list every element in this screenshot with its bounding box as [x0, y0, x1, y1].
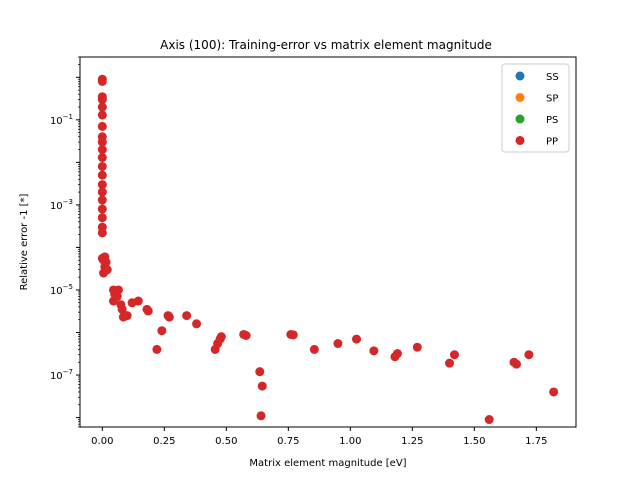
- data-point: [157, 326, 167, 336]
- data-point: [412, 342, 422, 352]
- data-point: [164, 312, 174, 322]
- y-axis-label: Relative error -1 [*]: [19, 193, 30, 290]
- data-point: [288, 330, 298, 340]
- data-point: [97, 102, 107, 112]
- data-point: [255, 367, 265, 377]
- data-point: [392, 349, 402, 359]
- data-point: [333, 339, 343, 349]
- data-point: [97, 95, 107, 105]
- x-tick-label: 1.25: [401, 436, 423, 447]
- data-point: [549, 387, 559, 397]
- x-axis-label: Matrix element magnitude [eV]: [249, 458, 406, 469]
- x-axis-ticks: 0.00 0.25 0.50 0.75 1.00 1.25 1.50 1.75: [91, 427, 547, 447]
- legend-label-pp: PP: [546, 137, 558, 148]
- data-points: [97, 74, 559, 425]
- y-tick-label: 10−1: [50, 113, 73, 127]
- data-point: [152, 344, 162, 354]
- x-tick-label: 1.50: [463, 436, 485, 447]
- x-tick-label: 0.50: [215, 436, 237, 447]
- data-point: [484, 415, 494, 425]
- y-tick-label: 10−5: [50, 283, 73, 297]
- data-point: [97, 228, 107, 238]
- legend-marker-ps: [515, 114, 525, 124]
- data-point: [143, 306, 153, 316]
- data-point: [449, 350, 459, 360]
- legend-label-ss: SS: [546, 72, 559, 83]
- data-point: [97, 145, 107, 155]
- legend-label-ps: PS: [546, 115, 558, 126]
- y-tick-label-base: 10: [50, 201, 63, 212]
- data-point: [133, 296, 143, 306]
- legend-marker-ss: [515, 71, 525, 81]
- y-tick-label-exponent: −3: [63, 198, 73, 206]
- data-point: [97, 195, 107, 205]
- y-tick-label: 10−7: [50, 368, 73, 382]
- data-point: [122, 311, 132, 321]
- data-point: [369, 346, 379, 356]
- data-point: [97, 137, 107, 147]
- data-point: [102, 265, 112, 275]
- y-axis-ticks: 10−710−510−310−1: [50, 56, 80, 428]
- data-point: [97, 213, 107, 223]
- data-point: [241, 331, 251, 340]
- data-point: [113, 285, 123, 295]
- y-tick-label-base: 10: [50, 371, 63, 382]
- y-tick-label-base: 10: [50, 286, 63, 297]
- data-point: [97, 110, 107, 120]
- data-point: [97, 76, 107, 86]
- y-tick-label-exponent: −5: [63, 283, 73, 291]
- y-tick-label-exponent: −1: [63, 113, 73, 121]
- data-point: [524, 350, 534, 360]
- plot-frame: [79, 56, 577, 428]
- data-point: [97, 121, 107, 131]
- y-tick-label-exponent: −7: [63, 368, 73, 376]
- y-tick-label-base: 10: [50, 116, 63, 127]
- data-point: [97, 204, 107, 214]
- x-tick-label: 0.25: [153, 436, 175, 447]
- data-point: [511, 359, 521, 369]
- data-point: [97, 161, 107, 171]
- x-tick-label: 1.75: [525, 436, 547, 447]
- legend-marker-sp: [515, 93, 525, 102]
- x-tick-label: 1.00: [339, 436, 361, 447]
- data-point: [445, 358, 455, 368]
- chart-title: Axis (100): Training-error vs matrix ele…: [160, 38, 492, 52]
- data-point: [257, 381, 267, 391]
- legend-label-sp: SP: [546, 94, 558, 105]
- data-point: [182, 311, 192, 321]
- data-point: [256, 411, 266, 421]
- data-point: [192, 319, 202, 329]
- data-point: [215, 334, 225, 344]
- x-tick-label: 0.75: [277, 436, 299, 447]
- data-point: [352, 334, 362, 344]
- data-point: [97, 187, 107, 197]
- legend: SS SP PS PP: [501, 63, 570, 153]
- legend-marker-pp: [515, 136, 525, 145]
- data-point: [309, 344, 319, 354]
- data-point: [97, 180, 107, 190]
- data-point: [117, 304, 127, 314]
- legend-box: [501, 63, 570, 153]
- y-tick-label: 10−3: [50, 198, 73, 212]
- x-tick-label: 0.00: [91, 436, 113, 447]
- data-point: [108, 296, 118, 306]
- data-point: [97, 153, 107, 163]
- data-point: [97, 170, 107, 180]
